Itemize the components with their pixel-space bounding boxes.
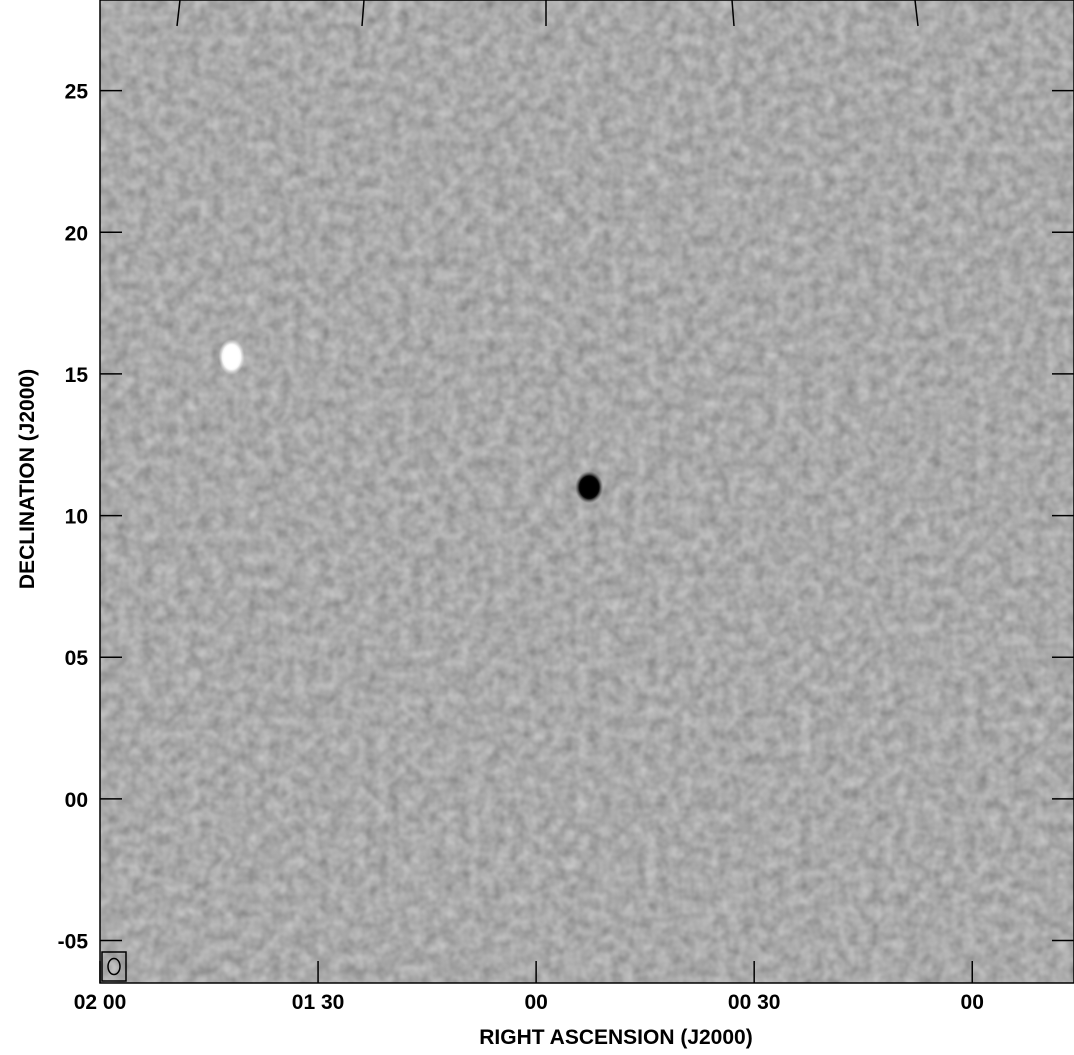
x-tick-label: 00: [961, 991, 984, 1014]
y-tick-label: 25: [65, 81, 89, 104]
negative-source: [223, 344, 240, 369]
x-axis-ticks: 02 00 01 30 00 00 30 00: [74, 0, 984, 1014]
y-tick-label: 15: [65, 364, 89, 387]
y-tick-label: -05: [58, 931, 89, 954]
x-tick-top: [731, 0, 735, 27]
x-tick-top: [361, 0, 365, 27]
x-tick-top: [914, 0, 919, 27]
x-tick-label: 01 30: [292, 991, 345, 1014]
bright-source: [580, 477, 599, 498]
x-tick-label: 00: [524, 991, 547, 1014]
map-area: [100, 0, 1074, 983]
y-tick-label: 05: [65, 647, 89, 670]
x-tick-label: 02 00: [74, 991, 127, 1014]
beam-ellipse: [107, 957, 121, 976]
map-frame: [99, 0, 1074, 984]
x-tick-label: 00 30: [728, 991, 781, 1014]
sources-layer: [218, 338, 604, 504]
y-axis-ticks: 25 20 15 10 05 00 -05: [58, 81, 1074, 954]
beam-indicator: [101, 951, 127, 982]
beam-box: [101, 951, 127, 982]
x-tick-top: [176, 0, 181, 27]
x-axis-title: RIGHT ASCENSION (J2000): [479, 1026, 752, 1049]
y-axis-title: DECLINATION (J2000): [16, 369, 39, 589]
y-tick-label: 10: [65, 506, 88, 529]
y-tick-label: 20: [65, 222, 88, 245]
y-tick-label: 00: [65, 789, 88, 812]
